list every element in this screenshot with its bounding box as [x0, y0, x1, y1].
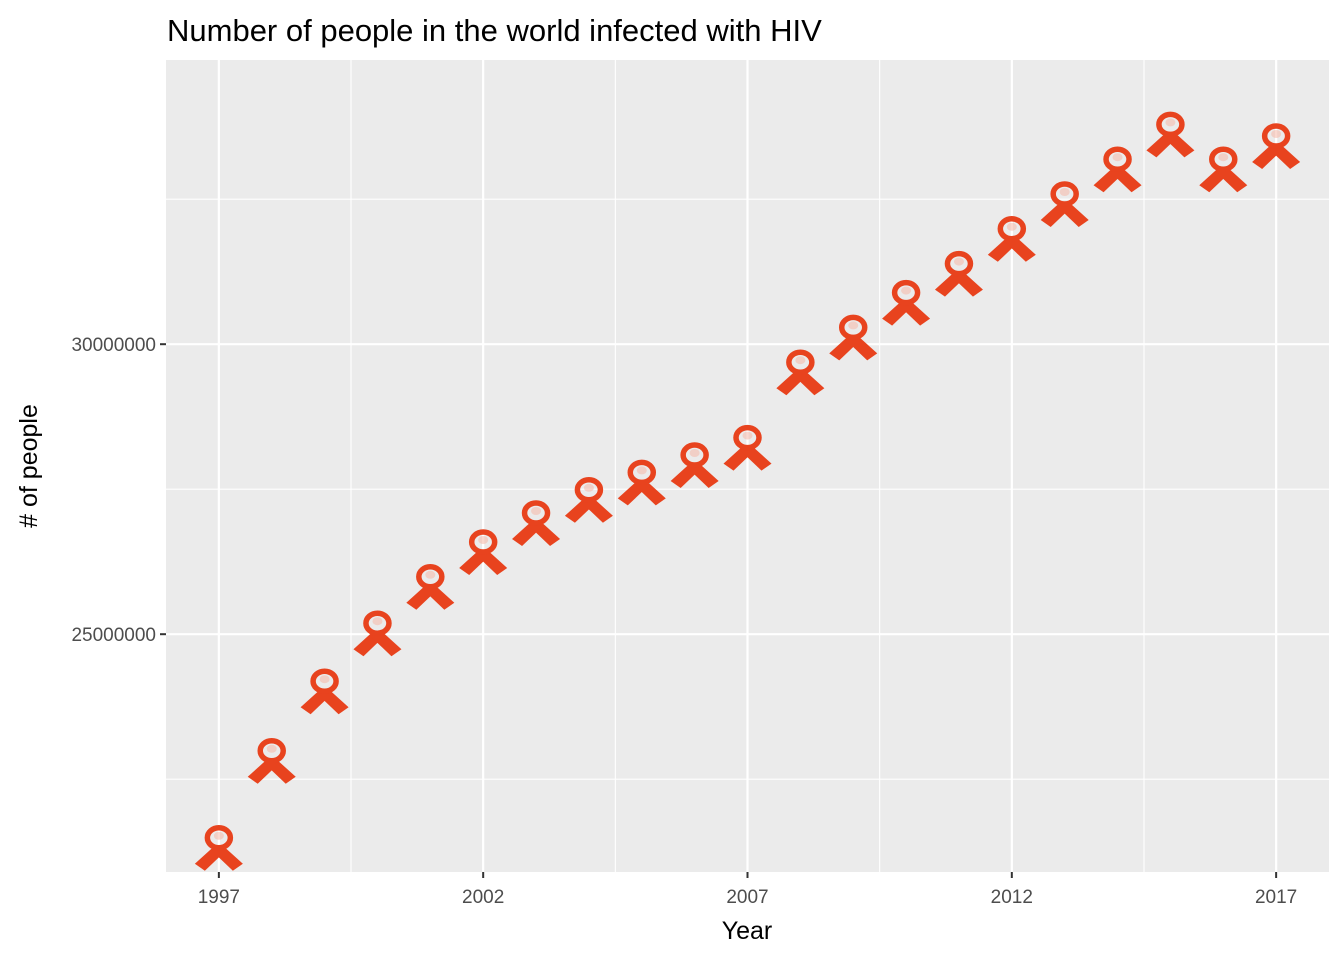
major-gridlines — [166, 60, 1329, 872]
x-tick-label: 2017 — [1255, 887, 1297, 908]
y-tick-label: 30000000 — [71, 335, 156, 356]
y-axis-ticks: 25000000 30000000 — [71, 335, 166, 646]
x-axis-ticks: 1997 2002 2007 2012 2017 — [198, 872, 1297, 908]
x-tick-label: 2007 — [726, 887, 768, 908]
y-axis-title: # of people — [15, 404, 43, 528]
x-axis-title: Year — [722, 917, 773, 945]
x-tick-label: 2012 — [991, 887, 1033, 908]
y-tick-label: 25000000 — [71, 625, 156, 646]
chart-title: Number of people in the world infected w… — [167, 13, 822, 48]
x-tick-label: 1997 — [198, 887, 240, 908]
x-tick-label: 2002 — [462, 887, 504, 908]
